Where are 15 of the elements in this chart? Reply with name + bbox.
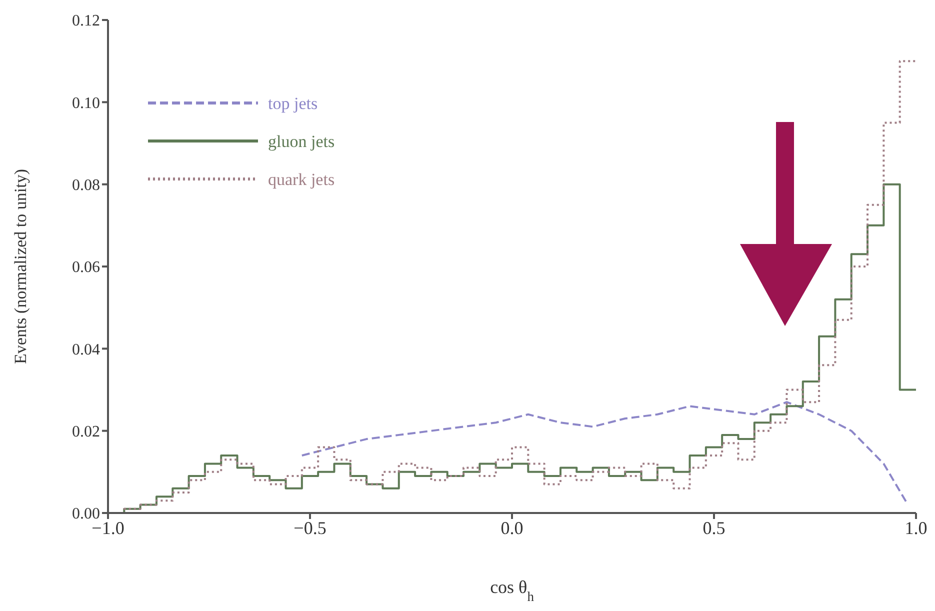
y-tick-label: 0.06 (72, 259, 100, 276)
y-tick-label: 0.04 (72, 341, 100, 358)
text: quark jets (268, 170, 335, 189)
y-tick-label: 0.02 (72, 424, 100, 441)
x-tick-label: 1.0 (904, 518, 928, 538)
x-tick-label: 0.5 (702, 518, 726, 538)
text: gluon jets (268, 132, 335, 151)
x-axis-title: cos θ$_{h}$ (490, 577, 534, 604)
y-tick-label: 0.10 (72, 94, 100, 112)
y-axis-title: Events (normalized to unity) (11, 169, 30, 364)
y-tick-label: 0.08 (72, 177, 100, 194)
x-tick-label: −0.5 (294, 518, 326, 538)
y-tick-label: 0.12 (72, 12, 100, 30)
x-tick-label: 0.0 (500, 518, 524, 538)
text: top jets (268, 94, 318, 113)
